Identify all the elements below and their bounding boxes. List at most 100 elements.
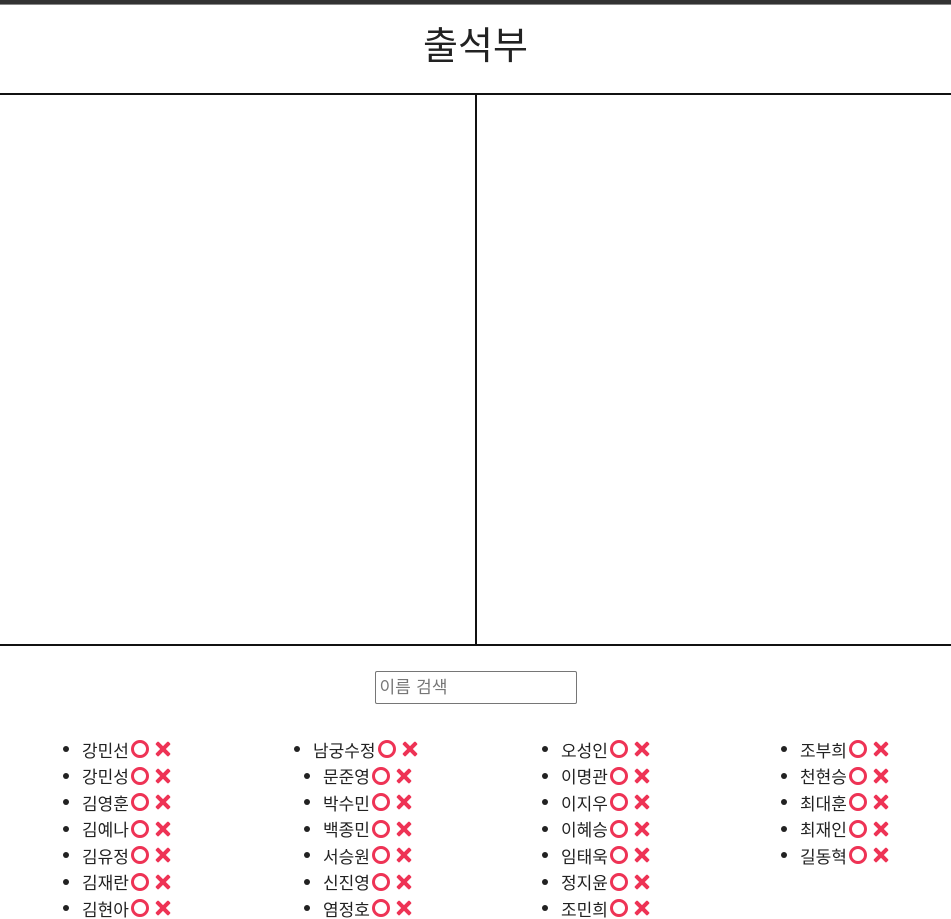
circle-o-icon[interactable]: [130, 766, 149, 785]
student-name: 김재란: [82, 874, 129, 895]
student-list-item: 김재란: [63, 869, 172, 896]
circle-o-icon[interactable]: [371, 899, 390, 918]
list-bullet: [63, 825, 69, 832]
cross-x-icon[interactable]: [872, 793, 890, 811]
student-list-item: 문준영: [294, 763, 419, 790]
student-name: 박수민: [323, 794, 370, 815]
attendance-columns: 강민선 강민성 김영훈 김예나 김유정 김재란 김현아 남궁수정 문준영 박수민 백종민 서승원 신진…: [0, 736, 951, 919]
student-name: 김영훈: [82, 794, 129, 815]
student-list-item: 김유정: [63, 842, 172, 869]
list-bullet: [542, 825, 548, 832]
cross-x-icon[interactable]: [395, 793, 413, 811]
circle-o-icon[interactable]: [848, 740, 867, 759]
cross-x-icon[interactable]: [395, 820, 413, 838]
list-bullet: [63, 746, 69, 753]
list-bullet: [781, 825, 787, 832]
cross-x-icon[interactable]: [401, 740, 419, 758]
list-bullet: [304, 878, 310, 885]
list-bullet: [63, 878, 69, 885]
circle-o-icon[interactable]: [848, 793, 867, 812]
name-search-input[interactable]: [374, 671, 577, 704]
cross-x-icon[interactable]: [154, 846, 172, 864]
cross-x-icon[interactable]: [872, 820, 890, 838]
circle-o-icon[interactable]: [371, 819, 390, 838]
student-list-item: 이명관: [542, 763, 651, 790]
student-name: 남궁수정: [313, 741, 376, 762]
student-name: 이혜승: [561, 821, 608, 842]
circle-o-icon[interactable]: [609, 793, 628, 812]
cross-x-icon[interactable]: [872, 767, 890, 785]
circle-o-icon[interactable]: [609, 740, 628, 759]
circle-o-icon[interactable]: [848, 819, 867, 838]
cross-x-icon[interactable]: [633, 820, 651, 838]
student-list-item: 이지우: [542, 789, 651, 816]
circle-o-icon[interactable]: [371, 872, 390, 891]
circle-o-icon[interactable]: [377, 740, 396, 759]
cross-x-icon[interactable]: [395, 846, 413, 864]
cross-x-icon[interactable]: [395, 767, 413, 785]
cross-x-icon[interactable]: [395, 873, 413, 891]
student-list-item: 남궁수정: [294, 736, 419, 763]
cross-x-icon[interactable]: [633, 899, 651, 917]
circle-o-icon[interactable]: [609, 766, 628, 785]
circle-o-icon[interactable]: [848, 846, 867, 865]
student-name: 조부희: [800, 741, 847, 762]
circle-o-icon[interactable]: [130, 899, 149, 918]
student-list-item: 이혜승: [542, 816, 651, 843]
student-name: 천현승: [800, 768, 847, 789]
list-bullet: [63, 852, 69, 859]
student-list-item: 임태욱: [542, 842, 651, 869]
cross-x-icon[interactable]: [633, 873, 651, 891]
cross-x-icon[interactable]: [154, 767, 172, 785]
list-bullet: [542, 746, 548, 753]
list-bullet: [542, 852, 548, 859]
student-list-item: 최재인: [781, 816, 890, 843]
student-list-item: 김예나: [63, 816, 172, 843]
circle-o-icon[interactable]: [130, 793, 149, 812]
circle-o-icon[interactable]: [130, 819, 149, 838]
cross-x-icon[interactable]: [154, 793, 172, 811]
top-border-bar: [0, 0, 951, 5]
left-panel: [0, 95, 477, 644]
attendance-column-2: 남궁수정 문준영 박수민 백종민 서승원 신진영 염정호: [294, 736, 419, 919]
cross-x-icon[interactable]: [154, 899, 172, 917]
cross-x-icon[interactable]: [154, 873, 172, 891]
student-name: 길동혁: [800, 847, 847, 868]
student-name: 최대훈: [800, 794, 847, 815]
circle-o-icon[interactable]: [609, 846, 628, 865]
circle-o-icon[interactable]: [371, 766, 390, 785]
student-list-item: 백종민: [294, 816, 419, 843]
list-bullet: [542, 905, 548, 912]
cross-x-icon[interactable]: [633, 846, 651, 864]
student-name: 염정호: [323, 900, 370, 919]
student-list-item: 염정호: [294, 895, 419, 919]
cross-x-icon[interactable]: [395, 899, 413, 917]
circle-o-icon[interactable]: [609, 899, 628, 918]
student-list-item: 길동혁: [781, 842, 890, 869]
student-list-item: 오성인: [542, 736, 651, 763]
cross-x-icon[interactable]: [633, 793, 651, 811]
list-bullet: [542, 878, 548, 885]
circle-o-icon[interactable]: [130, 872, 149, 891]
student-list-item: 김영훈: [63, 789, 172, 816]
student-list-item: 정지윤: [542, 869, 651, 896]
student-list-item: 서승원: [294, 842, 419, 869]
student-list-item: 강민성: [63, 763, 172, 790]
circle-o-icon[interactable]: [848, 766, 867, 785]
cross-x-icon[interactable]: [154, 820, 172, 838]
cross-x-icon[interactable]: [872, 846, 890, 864]
circle-o-icon[interactable]: [371, 846, 390, 865]
circle-o-icon[interactable]: [130, 846, 149, 865]
student-list-item: 최대훈: [781, 789, 890, 816]
list-bullet: [542, 772, 548, 779]
cross-x-icon[interactable]: [633, 767, 651, 785]
student-name: 이지우: [561, 794, 608, 815]
cross-x-icon[interactable]: [154, 740, 172, 758]
circle-o-icon[interactable]: [609, 872, 628, 891]
cross-x-icon[interactable]: [633, 740, 651, 758]
circle-o-icon[interactable]: [130, 740, 149, 759]
cross-x-icon[interactable]: [872, 740, 890, 758]
circle-o-icon[interactable]: [609, 819, 628, 838]
circle-o-icon[interactable]: [371, 793, 390, 812]
student-name: 김예나: [82, 821, 129, 842]
